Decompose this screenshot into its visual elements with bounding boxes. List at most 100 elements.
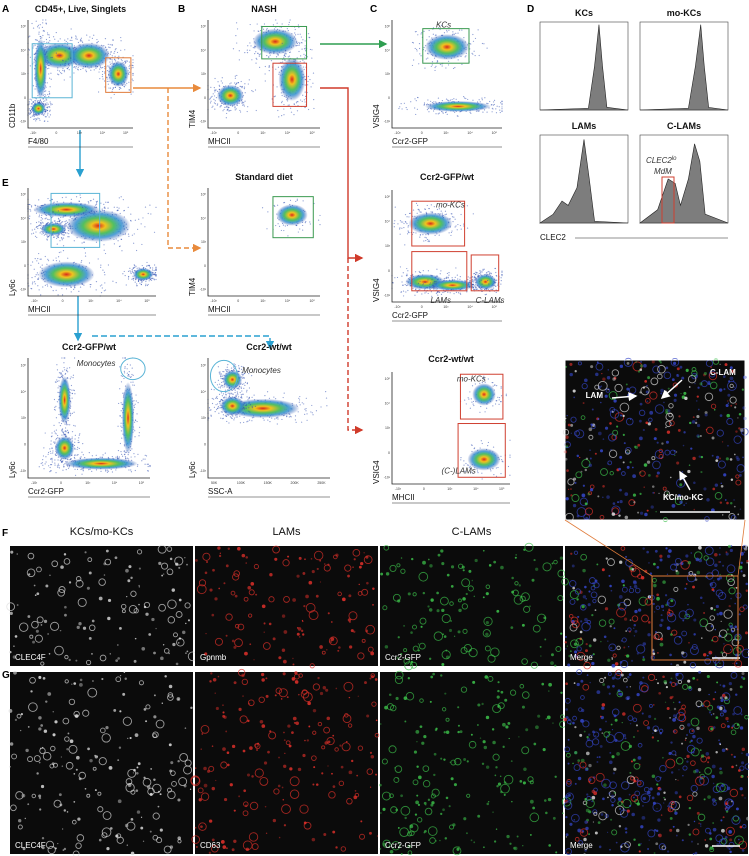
event-dot bbox=[470, 112, 472, 114]
event-dot bbox=[459, 292, 461, 294]
event-dot bbox=[418, 286, 421, 288]
event-dot bbox=[402, 290, 405, 292]
event-dot bbox=[42, 286, 44, 288]
event-dot bbox=[43, 100, 45, 103]
event-dot bbox=[93, 69, 95, 71]
event-dot bbox=[120, 430, 122, 432]
event-dot bbox=[103, 244, 105, 246]
event-dot bbox=[138, 432, 140, 434]
event-dot bbox=[46, 114, 49, 116]
event-dot bbox=[399, 233, 401, 235]
density-blob bbox=[132, 267, 154, 281]
event-dot bbox=[34, 118, 36, 120]
event-dot bbox=[147, 463, 149, 465]
event-dot bbox=[122, 375, 124, 378]
event-dot bbox=[38, 289, 40, 291]
event-dot bbox=[284, 53, 286, 55]
event-dot bbox=[426, 238, 429, 241]
event-dot bbox=[454, 218, 456, 220]
event-dot bbox=[132, 381, 134, 383]
y-tick-label: 0 bbox=[204, 96, 206, 100]
event-dot bbox=[38, 199, 40, 201]
event-dot bbox=[120, 36, 122, 39]
event-dot bbox=[33, 61, 35, 63]
event-dot bbox=[62, 249, 65, 252]
event-dot bbox=[127, 374, 130, 376]
event-dot bbox=[144, 454, 146, 456]
event-dot bbox=[463, 223, 465, 225]
event-dot bbox=[434, 66, 436, 69]
event-dot bbox=[300, 99, 302, 101]
event-dot bbox=[102, 269, 104, 271]
event-dot bbox=[220, 105, 222, 107]
event-dot bbox=[437, 97, 440, 99]
event-dot bbox=[414, 47, 416, 50]
event-dot bbox=[61, 374, 63, 376]
event-dot bbox=[422, 284, 424, 286]
event-dot bbox=[81, 40, 83, 42]
x-tick-label: 10³ bbox=[443, 131, 449, 135]
event-dot bbox=[57, 387, 59, 389]
event-dot bbox=[28, 49, 31, 51]
event-dot bbox=[32, 101, 35, 103]
flow-plot: -10³-10³0010³10³10⁴10⁴10⁵10⁵Ccr2-GFPVSIG… bbox=[372, 20, 503, 148]
event-dot bbox=[44, 104, 46, 106]
event-dot bbox=[63, 357, 65, 359]
event-dot bbox=[416, 50, 418, 52]
event-dot bbox=[147, 465, 149, 468]
event-dot bbox=[38, 221, 40, 223]
event-dot bbox=[67, 66, 69, 69]
event-dot bbox=[59, 64, 62, 66]
event-dot bbox=[255, 57, 257, 59]
event-dot bbox=[57, 463, 59, 465]
event-dot bbox=[85, 209, 87, 211]
event-dot bbox=[29, 208, 31, 211]
event-dot bbox=[427, 292, 429, 295]
event-dot bbox=[56, 380, 59, 382]
event-dot bbox=[432, 33, 434, 35]
event-dot bbox=[465, 97, 467, 100]
event-dot bbox=[73, 411, 75, 413]
density-blob bbox=[425, 34, 469, 60]
event-dot bbox=[29, 98, 31, 100]
event-dot bbox=[287, 235, 289, 237]
x-axis-label: MHCII bbox=[208, 305, 231, 314]
event-dot bbox=[501, 110, 503, 112]
event-dot bbox=[284, 225, 286, 227]
event-dot bbox=[452, 67, 455, 70]
event-dot bbox=[46, 99, 48, 101]
event-dot bbox=[152, 277, 154, 279]
event-dot bbox=[35, 118, 37, 120]
event-dot bbox=[95, 200, 97, 203]
event-dot bbox=[259, 30, 262, 32]
event-dot bbox=[455, 291, 458, 293]
event-dot bbox=[126, 60, 129, 62]
event-dot bbox=[452, 221, 454, 223]
event-dot bbox=[57, 256, 60, 258]
event-dot bbox=[41, 462, 43, 464]
event-dot bbox=[292, 45, 294, 47]
event-dot bbox=[312, 72, 315, 74]
event-dot bbox=[464, 56, 466, 58]
event-dot bbox=[61, 357, 63, 359]
event-dot bbox=[104, 274, 106, 276]
event-dot bbox=[108, 65, 110, 67]
event-dot bbox=[28, 101, 30, 103]
event-dot bbox=[473, 280, 475, 282]
event-dot bbox=[489, 100, 491, 103]
event-dot bbox=[277, 223, 279, 225]
event-dot bbox=[39, 119, 41, 121]
event-dot bbox=[81, 41, 84, 43]
event-dot bbox=[73, 357, 76, 359]
event-dot bbox=[288, 51, 291, 54]
event-dot bbox=[124, 367, 126, 369]
event-dot bbox=[115, 456, 117, 458]
event-dot bbox=[44, 211, 46, 214]
event-dot bbox=[425, 58, 427, 60]
event-dot bbox=[289, 19, 291, 21]
event-dot bbox=[32, 114, 34, 116]
event-dot bbox=[75, 38, 77, 40]
event-dot bbox=[54, 432, 56, 434]
event-dot bbox=[32, 232, 35, 234]
event-dot bbox=[88, 202, 90, 204]
